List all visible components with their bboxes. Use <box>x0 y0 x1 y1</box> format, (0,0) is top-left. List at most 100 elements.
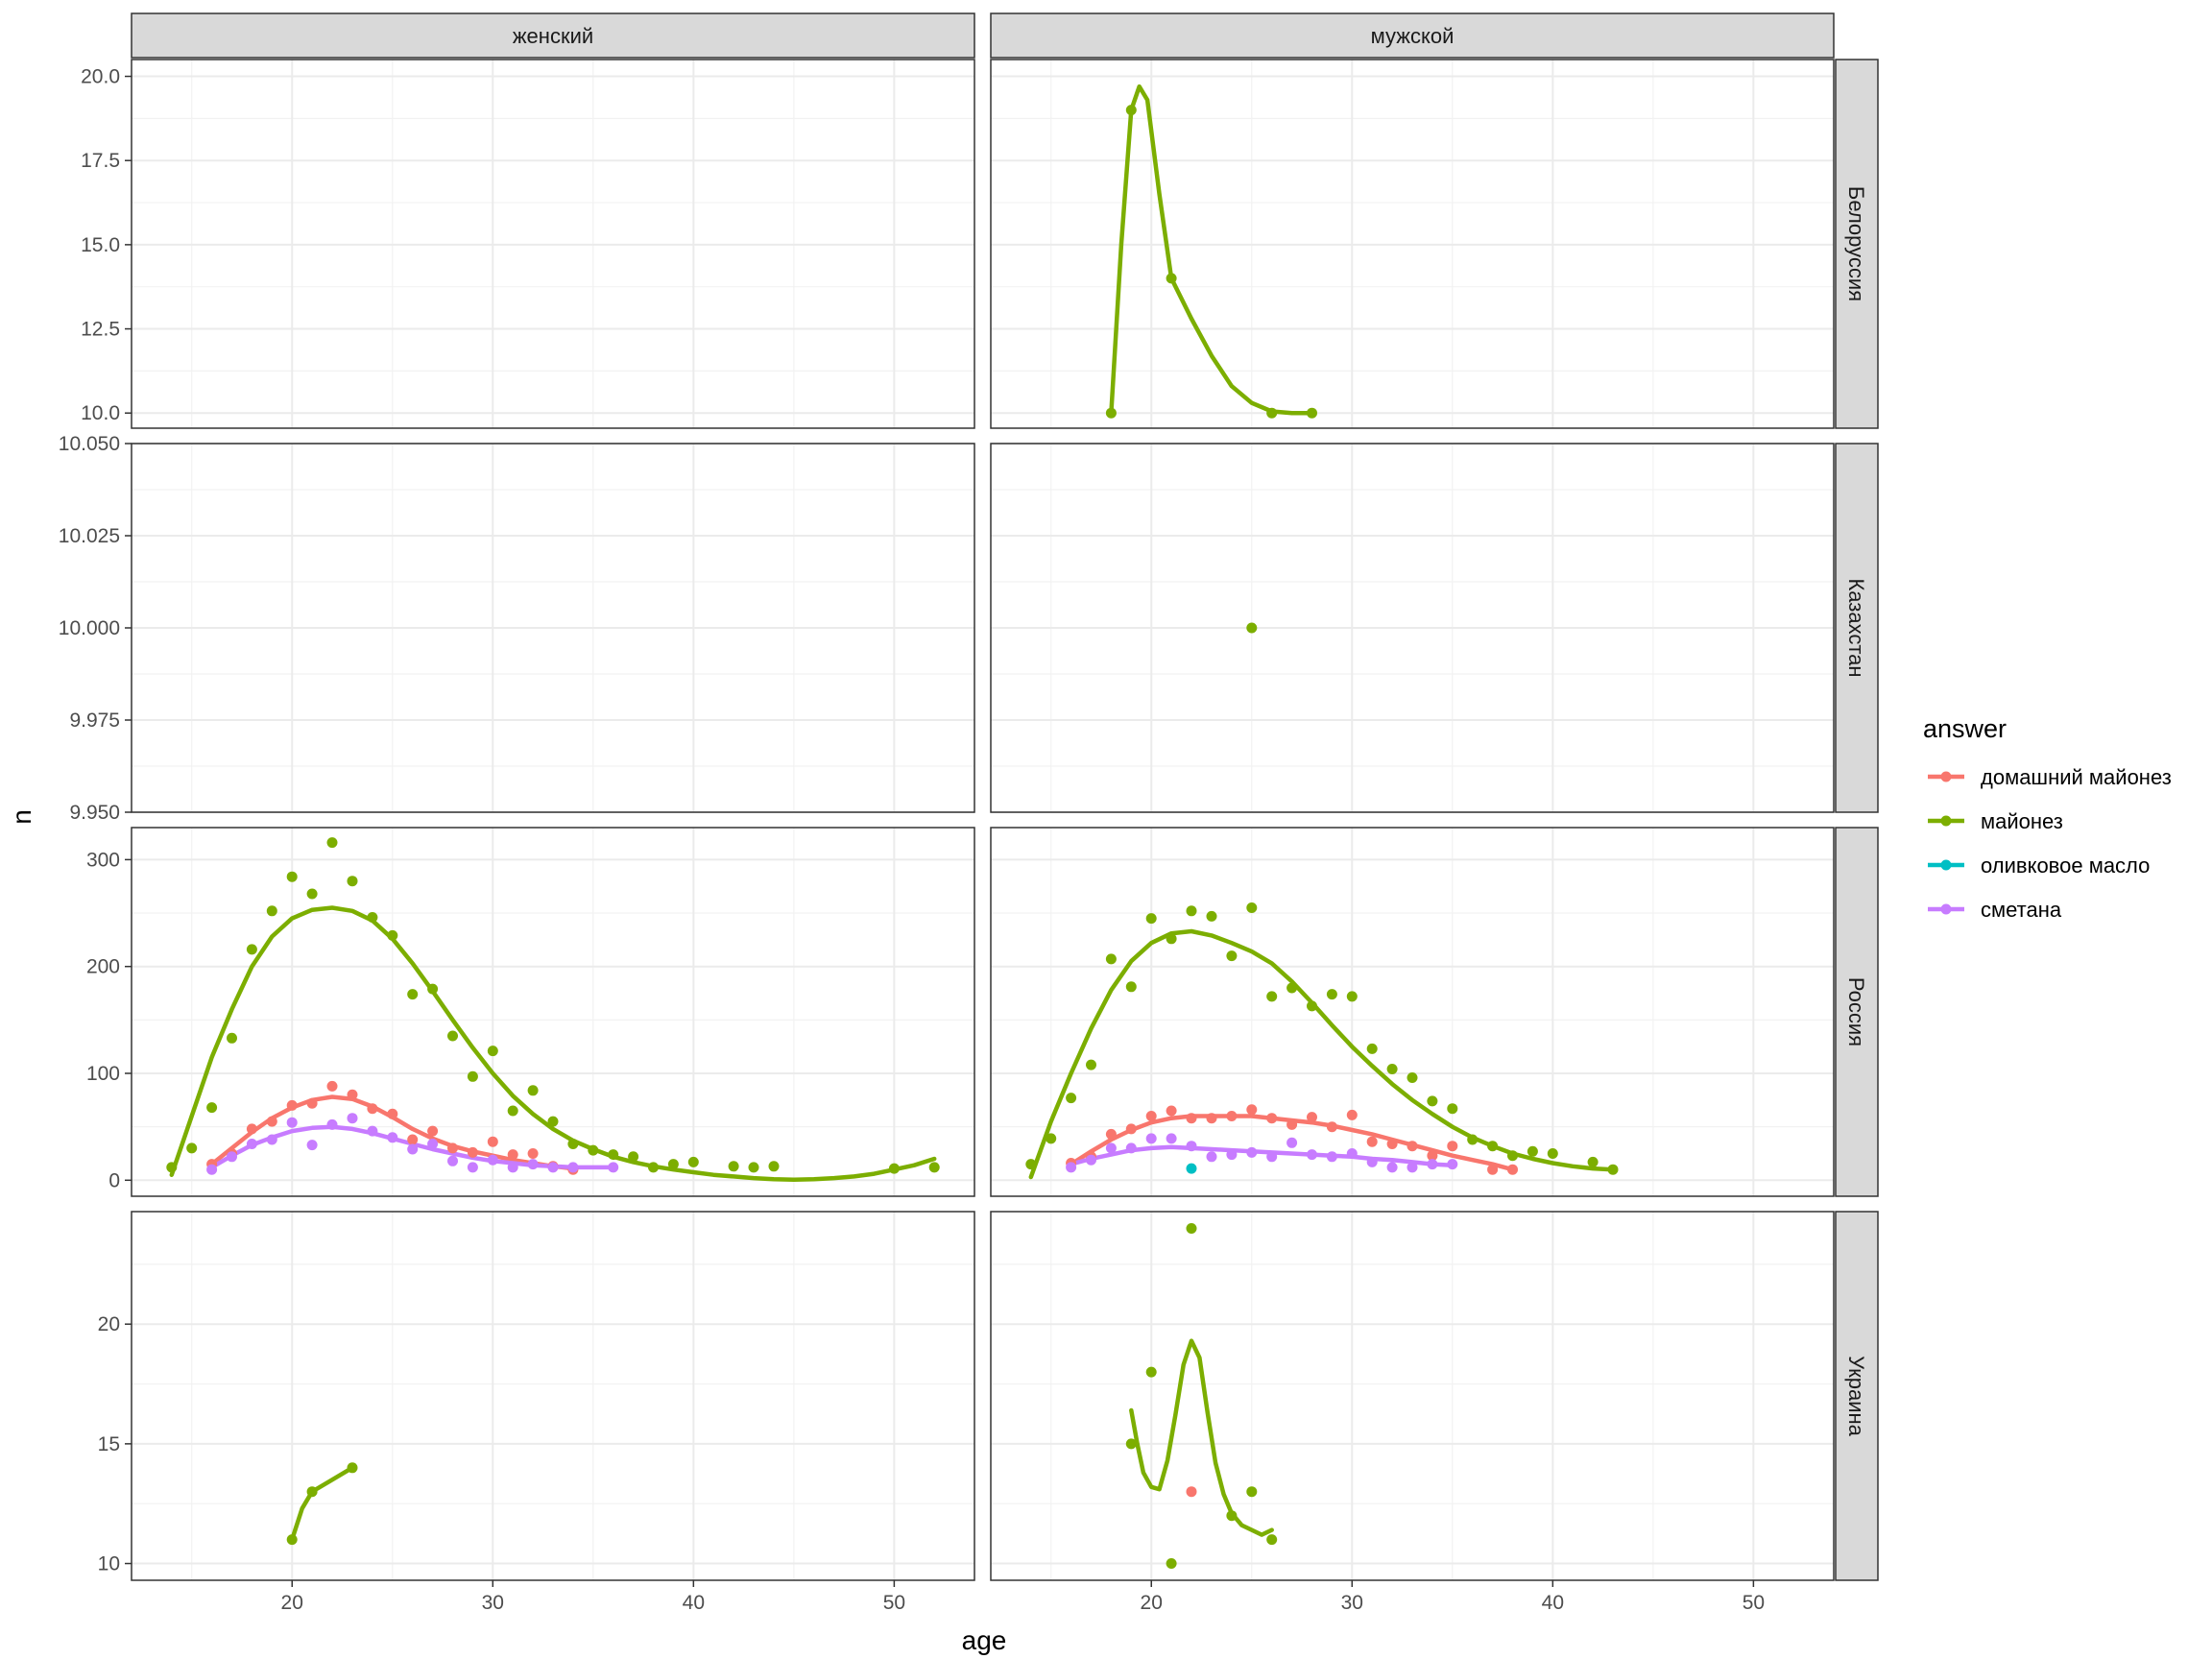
x-tick-label: 40 <box>683 1592 705 1614</box>
row-strip-0: Белоруссия <box>1835 59 1879 429</box>
data-point-сметана <box>1427 1159 1438 1170</box>
data-point-сметана <box>1125 1142 1137 1154</box>
data-point-домашний-майонез <box>306 1097 318 1109</box>
data-point-сметана <box>1105 1142 1117 1154</box>
data-point-сметана <box>1286 1137 1298 1148</box>
data-point-сметана <box>1086 1154 1096 1166</box>
data-point-домашний-майонез <box>1487 1164 1499 1175</box>
data-point-майонез <box>648 1162 659 1173</box>
column-strip-1: мужской <box>990 12 1835 59</box>
data-point-домашний-майонез <box>1326 1121 1337 1133</box>
row-strip-label: Казахстан <box>1844 578 1868 677</box>
data-point-сметана <box>286 1117 298 1128</box>
data-point-майонез <box>1326 989 1337 1000</box>
panel-data-2-0 <box>166 837 940 1182</box>
strip-background <box>131 12 975 59</box>
y-tick-label: 0 <box>108 1169 120 1191</box>
data-point-сметана <box>447 1155 458 1166</box>
panel-border <box>131 827 975 1197</box>
row-strip-2: Россия <box>1835 827 1879 1197</box>
data-point-сметана <box>427 1139 439 1149</box>
x-tick-label: 50 <box>1743 1592 1765 1614</box>
data-point-майонез <box>1527 1145 1538 1157</box>
data-point-майонез <box>1386 1064 1398 1074</box>
data-point-домашний-майонез <box>1186 1486 1197 1498</box>
legend-keys: домашний майонез майонез оливковое масло см… <box>1928 765 2172 922</box>
panel-data-3-0 <box>286 1462 358 1546</box>
row-strip-label: Белоруссия <box>1844 186 1868 301</box>
panel-background <box>991 828 1834 1196</box>
data-point-майонез <box>1286 982 1298 994</box>
panel-data-3-1 <box>1125 1223 1278 1569</box>
data-point-домашний-майонез <box>1286 1118 1298 1130</box>
panel-data-1-1 <box>1246 622 1258 634</box>
data-point-сметана <box>407 1143 419 1155</box>
data-point-майонез <box>347 876 358 887</box>
data-point-сметана <box>1145 1133 1157 1144</box>
strip-background <box>1835 1211 1879 1581</box>
data-point-сметана <box>387 1132 398 1143</box>
data-point-домашний-майонез <box>1206 1113 1217 1124</box>
legend-label: домашний майонез <box>1981 765 2172 789</box>
data-point-майонез <box>1587 1156 1599 1167</box>
data-point-майонез <box>608 1149 619 1161</box>
data-point-сметана <box>1226 1149 1238 1161</box>
panel-0-1 <box>991 60 1834 428</box>
data-point-домашний-майонез <box>467 1146 478 1158</box>
y-tick-label: 200 <box>86 956 120 978</box>
data-point-домашний-майонез <box>1447 1141 1458 1152</box>
y-tick-label: 9.975 <box>69 709 120 732</box>
data-point-майонез <box>1346 991 1358 1002</box>
data-point-майонез <box>1206 910 1217 922</box>
data-point-сметана <box>206 1164 218 1175</box>
data-point-сметана <box>487 1154 498 1166</box>
row-strip-1: Казахстан <box>1835 443 1879 813</box>
data-point-майонез <box>547 1116 559 1127</box>
data-point-сметана <box>1186 1141 1197 1152</box>
panel-border <box>990 827 1835 1197</box>
panel-2-1 <box>991 828 1834 1196</box>
data-point-майонез <box>748 1162 759 1173</box>
strip-background <box>1835 827 1879 1197</box>
data-point-майонез <box>928 1162 940 1173</box>
data-point-майонез <box>1467 1134 1479 1145</box>
panel-border <box>990 59 1835 429</box>
data-point-сметана <box>227 1151 237 1163</box>
data-point-майонез <box>1186 1223 1197 1234</box>
x-tick-label: 30 <box>482 1592 504 1614</box>
data-point-майонез <box>667 1159 679 1170</box>
y-tick-label: 10.025 <box>59 525 120 547</box>
legend-key-point <box>1940 859 1952 871</box>
data-point-майонез <box>1547 1148 1558 1159</box>
y-tick-label: 20.0 <box>81 66 120 88</box>
y-tick-label: 10.0 <box>81 402 120 424</box>
data-point-майонез <box>1166 1558 1177 1569</box>
x-axis-title: age <box>962 1625 1007 1655</box>
data-point-домашний-майонез <box>1427 1150 1438 1162</box>
x-tick-label: 20 <box>281 1592 303 1614</box>
smooth-line-майонез <box>1129 1338 1274 1537</box>
panel-3-1 <box>991 1212 1834 1580</box>
data-point-домашний-майонез <box>1166 1105 1177 1117</box>
data-point-майонез <box>567 1139 579 1149</box>
data-point-майонез <box>1246 902 1258 913</box>
data-point-домашний-майонез <box>1507 1164 1518 1175</box>
y-tick-label: 15.0 <box>81 234 120 256</box>
data-point-майонез <box>1307 407 1317 419</box>
panel-1-1 <box>991 443 1834 813</box>
y-tick-label: 20 <box>98 1313 120 1335</box>
data-point-майонез <box>1307 1000 1317 1012</box>
data-point-сметана <box>1206 1151 1217 1163</box>
data-point-майонез <box>1507 1150 1518 1162</box>
data-point-майонез <box>1125 105 1137 116</box>
data-point-майонез <box>306 1486 318 1498</box>
data-point-майонез <box>326 837 338 849</box>
data-point-майонез <box>266 905 277 917</box>
data-point-майонез <box>1086 1059 1096 1070</box>
data-point-майонез <box>1166 273 1177 284</box>
y-tick-label: 12.5 <box>81 319 120 341</box>
data-point-сметана <box>608 1162 619 1173</box>
y-tick-label: 17.5 <box>81 150 120 172</box>
data-point-майонез <box>1266 991 1278 1002</box>
smooth-line-майонез <box>169 905 937 1182</box>
